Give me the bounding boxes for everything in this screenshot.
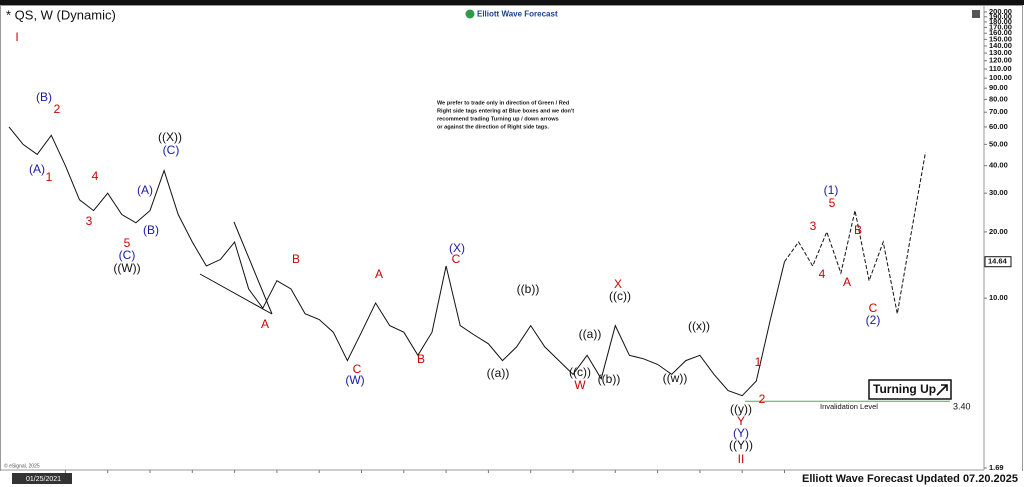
wave-label: (B) bbox=[143, 223, 159, 237]
wave-label: ((b)) bbox=[598, 372, 621, 386]
y-tick-label: 200.00 bbox=[989, 7, 1012, 16]
wave-label: 2 bbox=[54, 102, 61, 116]
footer-band bbox=[0, 471, 1023, 487]
last-price-label: 14.64 bbox=[988, 257, 1008, 266]
wave-label: C bbox=[353, 362, 362, 376]
projection-line bbox=[784, 152, 926, 314]
signal-arrow bbox=[936, 384, 948, 396]
y-tick-label: 30.00 bbox=[989, 188, 1008, 197]
date-label: 01/25/2021 bbox=[26, 476, 61, 483]
channel-line bbox=[233, 221, 273, 315]
note-line: or against the direction of Right side t… bbox=[437, 124, 549, 130]
wave-label: ((b)) bbox=[517, 282, 540, 296]
wave-label: ((a)) bbox=[487, 366, 510, 380]
y-tick-label: 1.69 bbox=[989, 463, 1004, 472]
wave-label: B bbox=[417, 352, 425, 366]
chart-title: * QS, W (Dynamic) bbox=[6, 7, 116, 22]
note-line: We prefer to trade only in direction of … bbox=[437, 100, 570, 106]
wave-label: ((w)) bbox=[663, 371, 688, 385]
y-tick-label: 70.00 bbox=[989, 107, 1008, 116]
channel-line bbox=[199, 273, 273, 315]
wave-label: (B) bbox=[36, 90, 52, 104]
y-tick-label: 170.00 bbox=[989, 22, 1012, 31]
frame bbox=[0, 5, 1023, 487]
footer: Elliott Wave Forecast Updated 07.20.2025 bbox=[802, 473, 1018, 485]
wave-label: ((y)) bbox=[730, 402, 752, 416]
wave-label: 5 bbox=[829, 196, 836, 210]
wave-label: ((X)) bbox=[158, 130, 182, 144]
y-tick-label: 190.00 bbox=[989, 12, 1012, 21]
y-tick-label: 40.00 bbox=[989, 161, 1008, 170]
wave-label: B bbox=[854, 223, 862, 237]
y-tick-label: 180.00 bbox=[989, 17, 1012, 26]
wave-label: 1 bbox=[755, 355, 762, 369]
wave-label: (A) bbox=[29, 162, 45, 176]
wave-label: A bbox=[261, 317, 269, 331]
wave-label: (C) bbox=[163, 143, 180, 157]
wave-label: Y bbox=[737, 414, 745, 428]
wave-label: 2 bbox=[759, 392, 766, 406]
wave-label: C bbox=[869, 301, 878, 315]
wave-label: ((c)) bbox=[569, 365, 591, 379]
copyright: © eSignal, 2025 bbox=[4, 462, 40, 469]
wave-label: 3 bbox=[810, 219, 817, 233]
wave-label: ((W)) bbox=[113, 261, 140, 275]
last-price-box bbox=[984, 256, 1012, 268]
wave-label: (2) bbox=[866, 313, 881, 327]
wave-label: 4 bbox=[92, 169, 99, 183]
wave-label: 1 bbox=[46, 170, 53, 184]
wave-label: A bbox=[375, 267, 383, 281]
wave-label: (Y) bbox=[733, 426, 749, 440]
y-tick-label: 20.00 bbox=[989, 227, 1008, 236]
wave-label: B bbox=[292, 252, 300, 266]
wave-label: C bbox=[452, 252, 461, 266]
invalidation-label: Invalidation Level bbox=[820, 402, 878, 411]
y-tick-label: 100.00 bbox=[989, 73, 1012, 82]
note-line: recommend trading Turning up / down arro… bbox=[437, 116, 559, 122]
y-tick-label: 10.00 bbox=[989, 293, 1008, 302]
y-tick-label: 50.00 bbox=[989, 139, 1008, 148]
wave-label: X bbox=[614, 277, 622, 291]
signal-label: Turning Up bbox=[873, 382, 936, 396]
wave-label: (C) bbox=[119, 248, 136, 262]
wave-label: (1) bbox=[824, 183, 839, 197]
wave-label: 5 bbox=[124, 236, 131, 250]
wave-label: ((c)) bbox=[609, 289, 631, 303]
wave-label: (A) bbox=[137, 183, 153, 197]
menu-icon bbox=[972, 10, 980, 18]
y-tick-label: 160.00 bbox=[989, 28, 1012, 37]
wave-label: ((Y)) bbox=[729, 438, 753, 452]
wave-label: I bbox=[15, 30, 18, 44]
y-tick-label: 80.00 bbox=[989, 94, 1008, 103]
price-line bbox=[8, 126, 785, 397]
logo-icon bbox=[465, 9, 475, 19]
wave-label: ((a)) bbox=[579, 327, 602, 341]
wave-label: 4 bbox=[819, 267, 826, 281]
note-line: Right side tags entering at Blue boxes a… bbox=[437, 108, 574, 114]
y-tick-label: 90.00 bbox=[989, 83, 1008, 92]
wave-label: ((x)) bbox=[688, 319, 710, 333]
y-tick-label: 140.00 bbox=[989, 41, 1012, 50]
y-tick-label: 60.00 bbox=[989, 122, 1008, 131]
y-tick-label: 150.00 bbox=[989, 34, 1012, 43]
wave-label: 3 bbox=[86, 214, 93, 228]
y-tick-label: 130.00 bbox=[989, 48, 1012, 57]
wave-label: II bbox=[738, 452, 745, 466]
brand: Elliott Wave Forecast bbox=[477, 10, 558, 19]
signal-box bbox=[868, 379, 952, 400]
y-tick-label: 110.00 bbox=[989, 64, 1012, 73]
invalidation-value: 3.40 bbox=[953, 402, 971, 412]
date-box bbox=[12, 473, 72, 484]
top-bar bbox=[0, 0, 1024, 5]
wave-label: (W) bbox=[345, 373, 364, 387]
y-tick-label: 120.00 bbox=[989, 56, 1012, 65]
wave-label: A bbox=[843, 275, 851, 289]
wave-label: (X) bbox=[449, 241, 465, 255]
wave-label: W bbox=[574, 378, 586, 392]
